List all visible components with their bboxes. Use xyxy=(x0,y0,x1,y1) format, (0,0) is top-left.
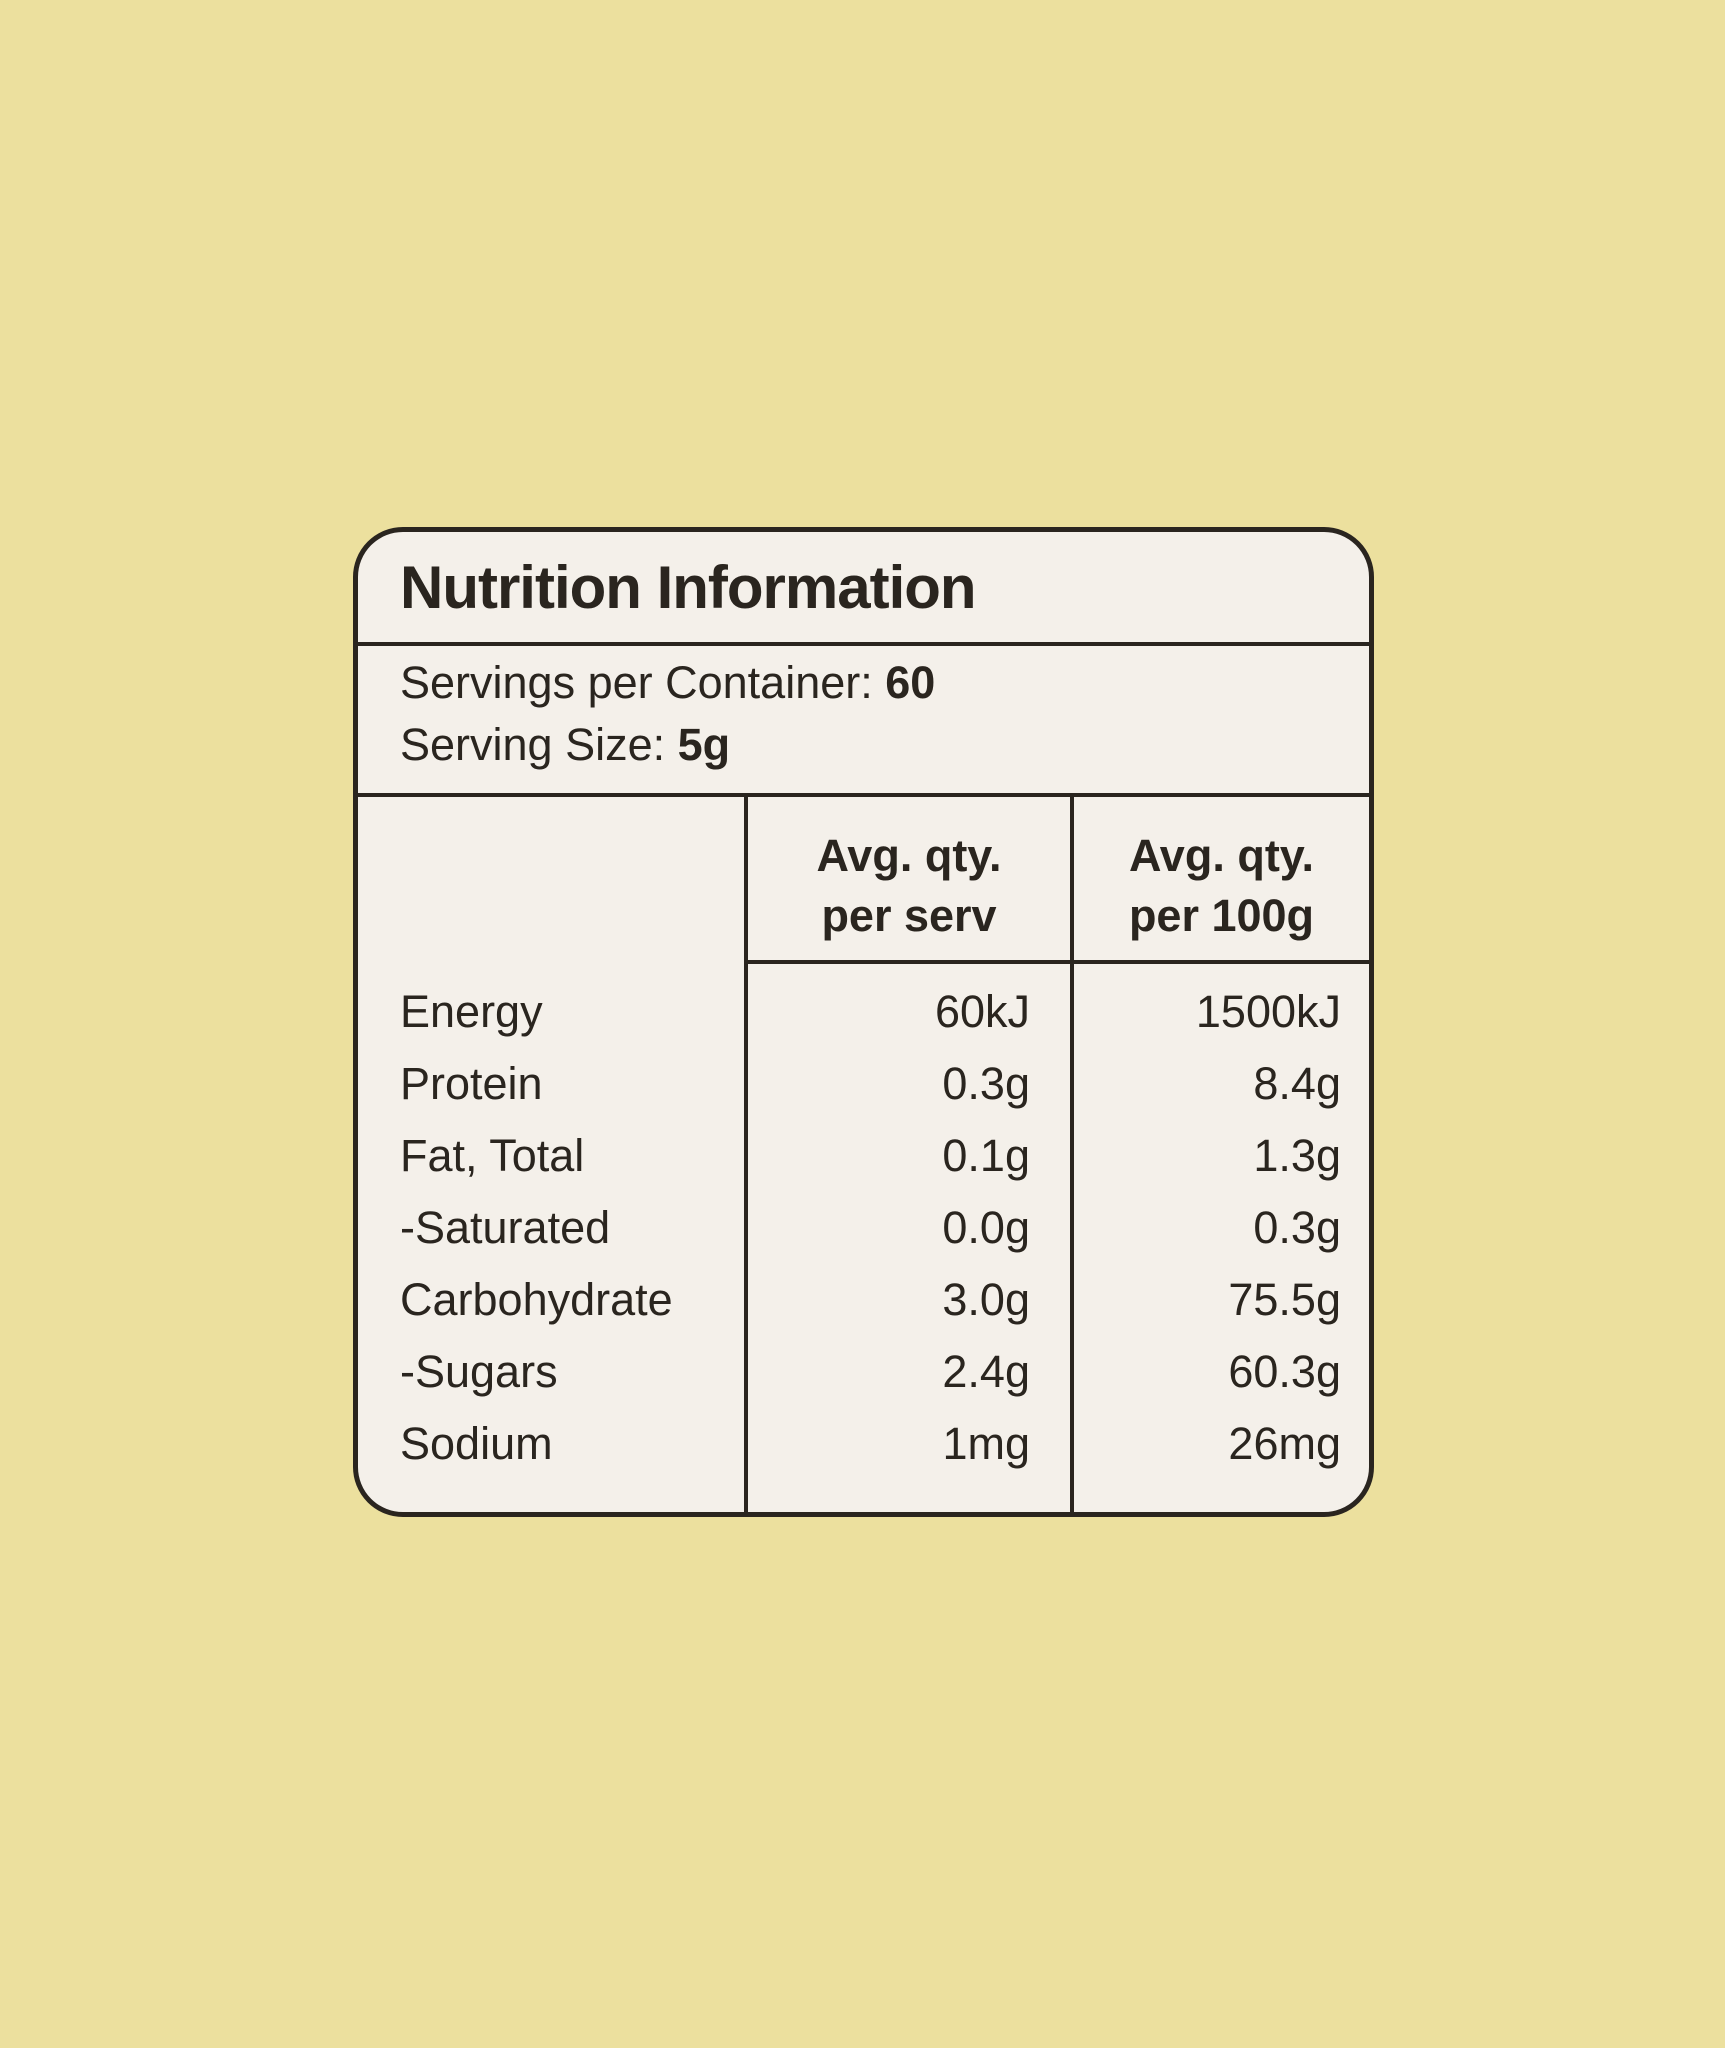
nutrient-per-serv-value: 2.4g xyxy=(942,1346,1030,1397)
servings-per-container-label: Servings per Container: xyxy=(400,657,873,708)
nutrient-per-100g-value: 1.3g xyxy=(1253,1130,1341,1181)
table-row-protein: Protein 0.3g 8.4g xyxy=(358,1048,1369,1120)
column-header-per-serv: Avg. qty. per serv xyxy=(748,826,1070,946)
serving-size-value: 5g xyxy=(677,719,731,770)
nutrition-title-section: Nutrition Information xyxy=(358,532,1369,642)
nutrient-per-serv-value: 0.0g xyxy=(942,1202,1030,1253)
nutrient-label: -Saturated xyxy=(400,1202,611,1253)
column-divider-2 xyxy=(1070,797,1074,1512)
table-row-fat-total: Fat, Total 0.1g 1.3g xyxy=(358,1120,1369,1192)
servings-section: Servings per Container: 60 Serving Size:… xyxy=(358,652,1369,776)
nutrition-title: Nutrition Information xyxy=(400,553,977,621)
nutrient-label: Carbohydrate xyxy=(400,1274,673,1325)
table-row-carbohydrate: Carbohydrate 3.0g 75.5g xyxy=(358,1264,1369,1336)
header-divider-rule xyxy=(744,960,1369,964)
table-row-sodium: Sodium 1mg 26mg xyxy=(358,1408,1369,1480)
nutrient-rows: Energy 60kJ 1500kJ Protein 0.3g 8.4g Fat… xyxy=(358,976,1369,1480)
nutrient-label: Protein xyxy=(400,1058,543,1109)
column-divider-1 xyxy=(744,797,748,1512)
nutrient-label: -Sugars xyxy=(400,1346,558,1397)
nutrient-per-serv-value: 60kJ xyxy=(934,986,1030,1037)
table-row-sugars: -Sugars 2.4g 60.3g xyxy=(358,1336,1369,1408)
nutrient-per-100g-value: 60.3g xyxy=(1228,1346,1341,1397)
column-header-per-100g-line1: Avg. qty. xyxy=(1128,830,1314,881)
servings-divider-rule xyxy=(358,793,1369,797)
nutrient-per-serv-value: 3.0g xyxy=(942,1274,1030,1325)
nutrient-label: Fat, Total xyxy=(400,1130,585,1181)
column-header-per-100g-line2: per 100g xyxy=(1128,890,1315,941)
table-row-energy: Energy 60kJ 1500kJ xyxy=(358,976,1369,1048)
table-row-saturated: -Saturated 0.0g 0.3g xyxy=(358,1192,1369,1264)
nutrient-per-100g-value: 8.4g xyxy=(1253,1058,1341,1109)
nutrient-per-100g-value: 26mg xyxy=(1228,1418,1341,1469)
nutrient-per-serv-value: 0.3g xyxy=(942,1058,1030,1109)
nutrient-label: Sodium xyxy=(400,1418,553,1469)
title-divider-rule xyxy=(358,642,1369,646)
serving-size-line: Serving Size: 5g xyxy=(400,714,1369,776)
column-header-per-serv-line1: Avg. qty. xyxy=(816,830,1002,881)
servings-per-container-value: 60 xyxy=(885,657,936,708)
nutrient-per-serv-value: 1mg xyxy=(942,1418,1030,1469)
servings-per-container-line: Servings per Container: 60 xyxy=(400,652,1369,714)
column-header-per-serv-line2: per serv xyxy=(821,890,997,941)
serving-size-label: Serving Size: xyxy=(400,719,666,770)
nutrient-per-100g-value: 1500kJ xyxy=(1195,986,1341,1037)
nutrient-per-100g-value: 75.5g xyxy=(1228,1274,1341,1325)
column-header-per-100g: Avg. qty. per 100g xyxy=(1074,826,1369,946)
nutrient-label: Energy xyxy=(400,986,543,1037)
nutrient-per-100g-value: 0.3g xyxy=(1253,1202,1341,1253)
nutrient-per-serv-value: 0.1g xyxy=(942,1130,1030,1181)
nutrition-label-card: Nutrition Information Servings per Conta… xyxy=(353,527,1374,1517)
